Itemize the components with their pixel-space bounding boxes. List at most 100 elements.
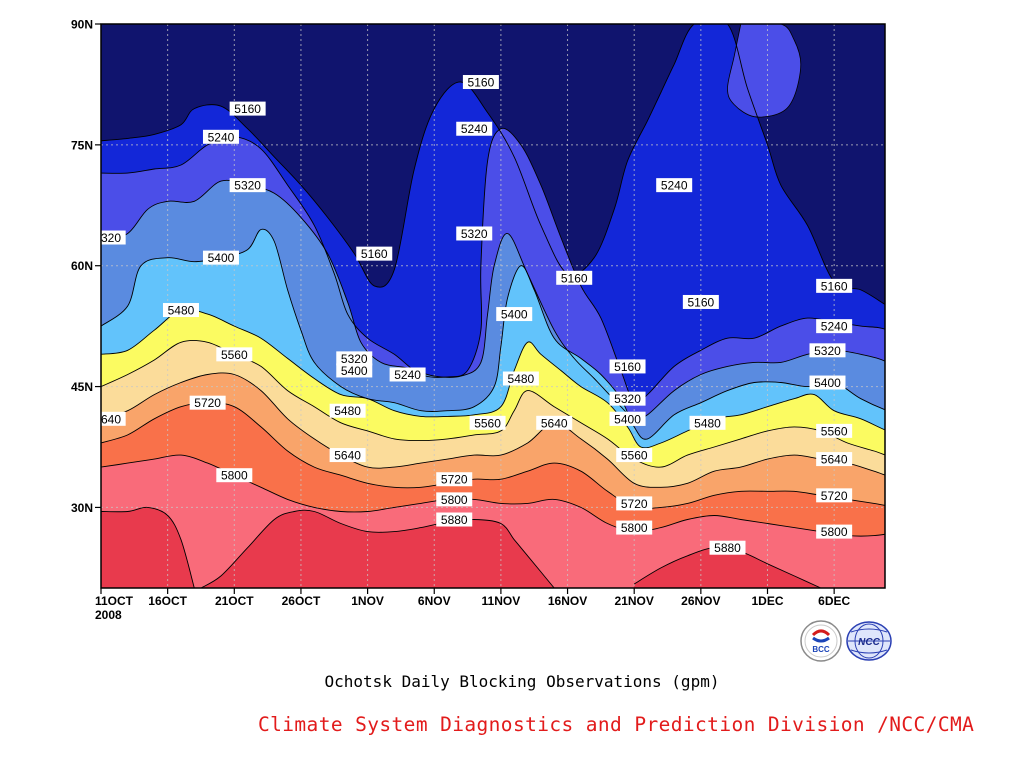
svg-text:5240: 5240	[461, 122, 488, 136]
contour-label-5240: 5240	[202, 129, 239, 144]
contour-label-5640: 5640	[816, 452, 853, 467]
contour-label-5160: 5160	[229, 101, 266, 116]
band-above-5880-0	[101, 507, 195, 588]
svg-text:5320: 5320	[341, 352, 368, 366]
contour-label-5560: 5560	[816, 423, 853, 438]
contour-label-5800: 5800	[816, 524, 853, 539]
x-tick-label-6NOV: 6NOV	[418, 594, 451, 608]
svg-text:5560: 5560	[474, 416, 501, 430]
contour-label-5160: 5160	[816, 278, 853, 293]
svg-text:5560: 5560	[821, 424, 848, 438]
contour-label-5800: 5800	[616, 520, 653, 535]
svg-text:5720: 5720	[621, 497, 648, 511]
svg-text:5640: 5640	[541, 416, 568, 430]
svg-text:5800: 5800	[621, 521, 648, 535]
svg-text:5480: 5480	[508, 372, 535, 386]
chart-title: Ochotsk Daily Blocking Observations (gpm…	[324, 672, 720, 691]
contour-label-5320: 5320	[229, 178, 266, 193]
contour-label-5560: 5560	[616, 448, 653, 463]
svg-text:5400: 5400	[208, 251, 235, 265]
contour-label-5800: 5800	[216, 468, 253, 483]
x-tick-label-21NOV: 21NOV	[615, 594, 654, 608]
contour-label-5160: 5160	[556, 270, 593, 285]
svg-text:5240: 5240	[821, 320, 848, 334]
svg-text:5720: 5720	[441, 473, 468, 487]
contour-label-5800: 5800	[436, 492, 473, 507]
svg-text:BCC: BCC	[812, 645, 830, 654]
contour-label-5720: 5720	[436, 472, 473, 487]
contour-label-5640: 5640	[329, 448, 366, 463]
svg-text:5400: 5400	[501, 308, 528, 322]
svg-text:5160: 5160	[561, 271, 588, 285]
contour-label-5480: 5480	[689, 415, 726, 430]
contour-label-5400: 5400	[609, 411, 646, 426]
svg-text:5240: 5240	[661, 179, 688, 193]
y-tick-label-75N: 75N	[71, 138, 93, 152]
svg-text:5880: 5880	[714, 541, 741, 555]
contour-line-5480	[101, 308, 885, 449]
svg-text:5560: 5560	[221, 348, 248, 362]
svg-text:5160: 5160	[614, 360, 641, 374]
contour-fills	[101, 24, 914, 618]
svg-text:5320: 5320	[234, 179, 261, 193]
plot-frame	[100, 23, 886, 589]
svg-text:5240: 5240	[208, 130, 235, 144]
svg-text:5800: 5800	[221, 469, 248, 483]
contour-label-5240: 5240	[816, 319, 853, 334]
band-above-5880-3	[887, 581, 914, 618]
svg-text:5880: 5880	[441, 513, 468, 527]
contour-label-5720: 5720	[816, 488, 853, 503]
svg-text:5640: 5640	[821, 453, 848, 467]
svg-text:5320: 5320	[94, 231, 121, 245]
contour-label-5400: 5400	[336, 363, 373, 378]
svg-text:5480: 5480	[334, 404, 361, 418]
svg-text:5160: 5160	[687, 295, 714, 309]
contour-label-5400: 5400	[496, 307, 533, 322]
bcc-logo: BCC	[799, 619, 843, 663]
svg-text:5320: 5320	[461, 227, 488, 241]
contour-label-5880: 5880	[436, 512, 473, 527]
svg-text:5560: 5560	[621, 449, 648, 463]
contour-label-5400: 5400	[202, 250, 239, 265]
svg-text:5640: 5640	[94, 412, 121, 426]
contour-line-5880	[101, 506, 195, 588]
contour-line-5160	[101, 24, 885, 305]
y-tick-label-45N: 45N	[71, 380, 93, 394]
contour-label-5480: 5480	[329, 403, 366, 418]
contour-line-5880	[888, 581, 915, 588]
svg-text:5160: 5160	[234, 102, 261, 116]
contour-label-5400: 5400	[809, 375, 846, 390]
svg-text:5400: 5400	[814, 376, 841, 390]
grid-lines	[101, 24, 885, 588]
contour-label-5560: 5560	[469, 415, 506, 430]
svg-text:5400: 5400	[341, 364, 368, 378]
svg-text:5240: 5240	[394, 368, 421, 382]
contour-line-5720	[101, 402, 885, 510]
contour-label-5160: 5160	[356, 246, 393, 261]
contour-label-5320: 5320	[336, 351, 373, 366]
contour-label-5160: 5160	[609, 359, 646, 374]
y-tick-label-30N: 30N	[71, 501, 93, 515]
svg-text:5160: 5160	[468, 76, 495, 90]
contour-label-5160: 5160	[462, 75, 499, 90]
x-tick-label-11OCT: 11OCT	[95, 594, 134, 608]
svg-text:5640: 5640	[334, 449, 361, 463]
x-tick-label-16OCT: 16OCT	[148, 594, 187, 608]
contour-label-5320: 5320	[456, 226, 493, 241]
svg-text:5160: 5160	[821, 279, 848, 293]
svg-text:5720: 5720	[821, 489, 848, 503]
contour-line-5240	[101, 127, 885, 405]
contour-line-5640	[101, 372, 885, 488]
band-above-5880-2	[634, 547, 821, 588]
svg-text:5480: 5480	[694, 416, 721, 430]
svg-text:NCC: NCC	[858, 637, 880, 648]
contour-label-5720: 5720	[616, 496, 653, 511]
x-tick-label-26OCT: 26OCT	[282, 594, 321, 608]
credit-text: Climate System Diagnostics and Predictio…	[258, 713, 975, 736]
contour-label-5480: 5480	[162, 303, 199, 318]
svg-text:5320: 5320	[614, 392, 641, 406]
contour-label-5320: 5320	[94, 230, 126, 245]
band-above-5880-1	[201, 510, 555, 588]
svg-text:5320: 5320	[814, 344, 841, 358]
